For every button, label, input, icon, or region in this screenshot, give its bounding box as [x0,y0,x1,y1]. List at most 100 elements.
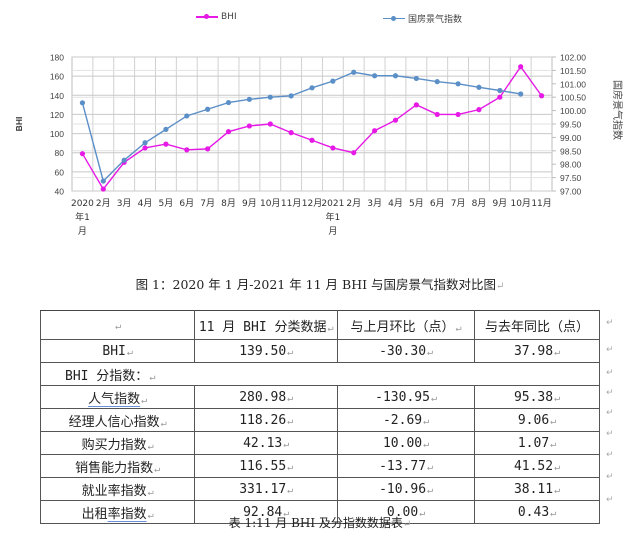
y2-tick-label: 99.00 [560,133,582,143]
paragraph-mark-icon: ↵ [402,519,412,530]
value-cell: 139.50↵ [194,339,339,363]
legend-item-bhi: BHI [196,12,237,22]
paragraph-mark-icon: ↵ [147,486,154,498]
cell-text: -10.96 [379,481,427,497]
row-end-mark-icon: ↵ [606,495,614,505]
legend-label: BHI [221,12,237,22]
table-caption-text: 表 1:11 月 BHI 及分指数数据表 [228,516,403,530]
x-tick-label: 3月 [117,198,132,209]
paragraph-mark-icon: ↵ [550,438,557,450]
data-point-marker [142,145,148,151]
x-tick-label: 9月 [242,198,257,209]
row-label: 人气指数↵ [39,385,196,409]
data-point-marker [309,85,315,91]
data-point-marker [518,91,524,97]
y-axis-title: BHI [14,117,24,132]
table-row-bhi: BHI↵ 139.50↵ -30.30↵ 37.98↵ [39,339,600,363]
x-tick-label: 9月 [492,198,507,209]
data-point-marker [142,140,148,146]
line-chart-canvas: 180 160 140 120 100 80 60 40 102.00 101.50 101.00 1… [14,53,624,238]
cell-text: 9.06 [517,412,550,428]
cell-text: 人气指数 [88,391,141,407]
x-tick-label: 8月 [472,198,487,209]
cell-text: -2.69 [382,412,423,428]
paragraph-mark-icon: ↵ [287,346,294,358]
data-point-marker [121,157,127,163]
value-cell: 92.84↵ [194,500,339,524]
data-point-marker [225,129,232,135]
header-cell: 与上月环比（点）↵ [337,310,476,340]
data-point-marker [518,64,524,70]
x-tick-label: 11月 [281,198,301,209]
data-point-marker [392,117,399,123]
x-tick-label: 7月 [451,198,466,209]
paragraph-mark-icon: ↵ [147,509,154,521]
row-end-mark-icon: ↵ [606,450,614,460]
y2-tick-label: 98.00 [560,160,582,170]
cell-text: 出租率指数 [81,506,147,522]
x-tick-label: 2021 [321,199,344,209]
mom-cell: -130.95↵ [337,385,476,409]
cell-text: 1.07 [517,435,550,451]
legend-marker-icon [196,12,218,22]
paragraph-mark-icon: ↵ [554,392,561,404]
cell-text: 280.98 [239,389,287,405]
table-header-row: ↵ 11 月 BHI 分类数据↵ 与上月环比（点）↵ 与去年同比（点） [39,310,600,340]
data-point-marker [413,102,419,108]
paragraph-mark-icon: ↵ [126,346,133,358]
mom-cell: 10.00↵ [337,431,476,455]
table-row: 经理人信心指数↵ 118.26↵ -2.69↵ 9.06↵ [39,408,600,432]
data-point-marker [288,130,294,136]
data-point-marker [267,94,273,100]
mom-cell: -30.30↵ [337,339,476,363]
data-point-marker [163,141,169,147]
header-cell-empty: ↵ [39,310,196,340]
cell-text: 95.38 [513,389,554,405]
mom-cell: -10.96↵ [337,477,476,501]
x-tick-label: 3月 [367,198,382,209]
y2-tick-label: 100.00 [560,106,586,116]
cell-text: BHI [102,343,126,359]
x-tick-label: 10月 [510,198,530,209]
data-point-marker [246,123,252,129]
cell-text: 经理人信心指数 [68,414,160,430]
data-point-marker [79,100,86,106]
paragraph-mark-icon: ↵ [455,322,462,334]
yoy-cell: 1.07↵ [474,431,600,455]
row-label: 购买力指数↵ [39,431,196,455]
table-row: 人气指数↵ 280.98↵ -130.95↵ 95.38↵ [39,385,600,409]
header-cell: 11 月 BHI 分类数据↵ [194,310,339,340]
data-point-marker [538,93,545,99]
data-point-marker [434,79,440,85]
cell-text: 0.00 [386,504,419,520]
cell-text: 购买力指数 [81,437,147,453]
cell-text: -13.77 [379,458,427,474]
y-tick-label: 180 [50,53,64,63]
header-text: 与去年同比（点） [485,319,590,335]
cell-text: 0.43 [517,504,550,520]
paragraph-mark-icon: ↵ [427,461,434,473]
paragraph-mark-icon: ↵ [141,394,148,406]
row-label: BHI↵ [39,339,196,363]
series-line [81,71,521,183]
row-end-mark-icon: ↵ [606,472,614,482]
paragraph-mark-icon: ↵ [430,392,437,404]
paragraph-mark-icon: ↵ [283,507,290,519]
y-tick-label: 160 [50,72,64,82]
series-housing-index [79,69,524,184]
cell-text: -130.95 [375,389,430,405]
cell-text: 118.26 [239,412,287,428]
paragraph-mark-icon: ↵ [283,438,290,450]
paragraph-mark-icon: ↵ [287,415,294,427]
x-tick-label: 4月 [138,198,153,209]
data-point-marker [225,99,232,106]
paragraph-mark-icon: ↵ [427,484,434,496]
cell-text: BHI 分指数： [65,368,149,384]
row-end-mark-icon: ↵ [606,368,614,378]
table-row: 就业率指数↵ 331.17↵ -10.96↵ 38.11↵ [39,477,600,501]
sub-index-rows: 人气指数↵ 280.98↵ -130.95↵ 95.38↵ 经理人信心指数↵ 118.26… [39,385,600,524]
y-tick-label: 100 [50,129,64,139]
data-point-marker [267,121,273,127]
paragraph-mark-icon: ↵ [149,371,156,383]
y2-tick-label: 101.00 [560,79,586,89]
